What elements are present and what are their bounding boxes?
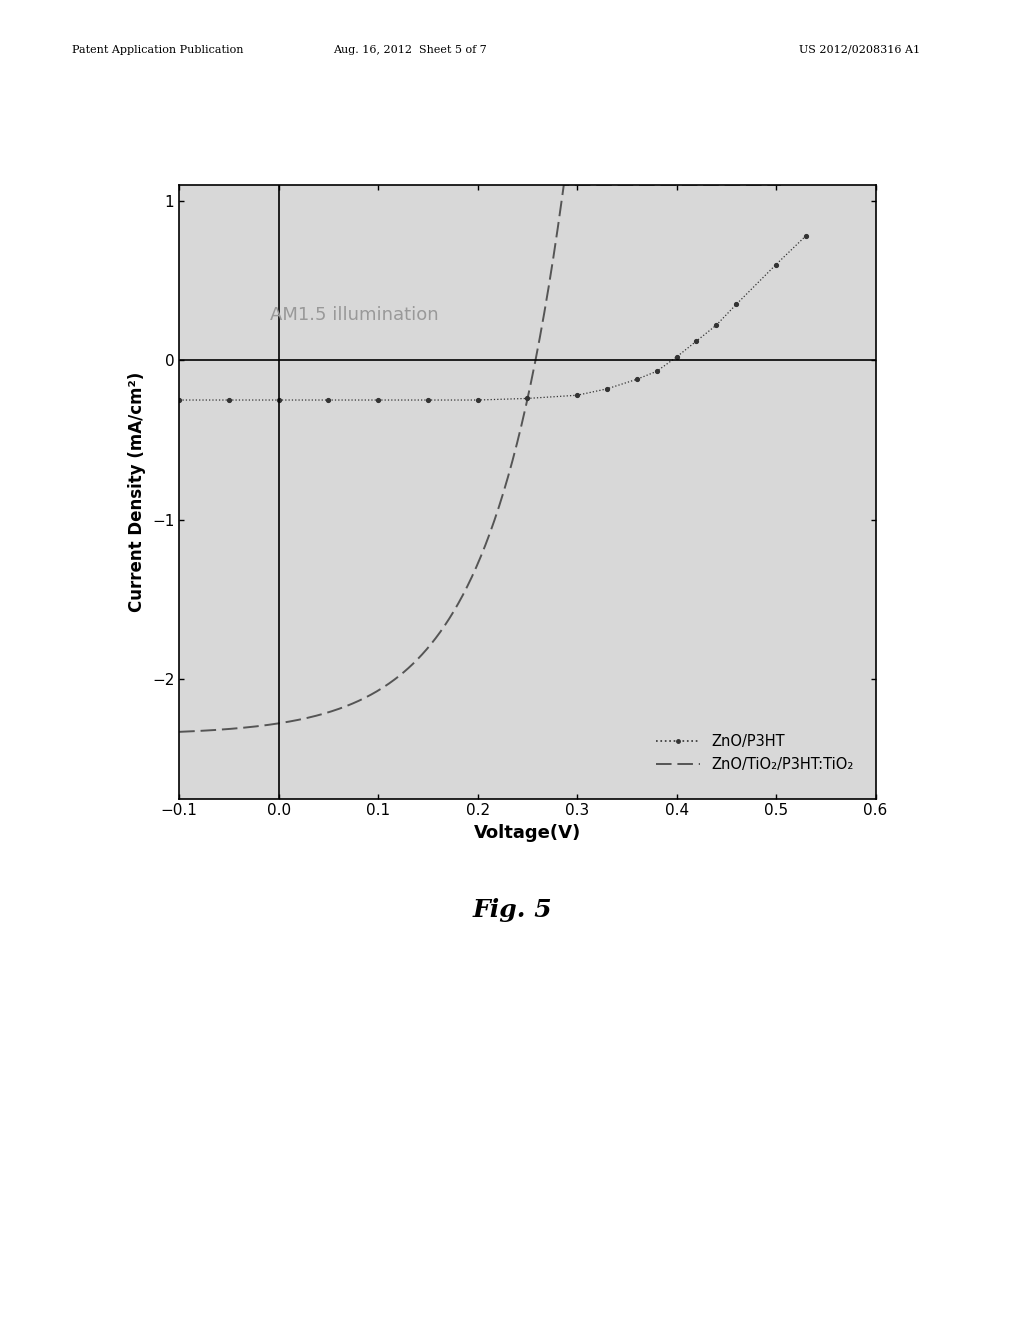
Text: US 2012/0208316 A1: US 2012/0208316 A1 (799, 45, 920, 55)
Text: AM1.5 illumination: AM1.5 illumination (269, 306, 438, 323)
Text: Patent Application Publication: Patent Application Publication (72, 45, 243, 55)
Y-axis label: Current Density (mA/cm²): Current Density (mA/cm²) (128, 371, 146, 612)
Legend: ZnO/P3HT, ZnO/TiO₂/P3HT:TiO₂: ZnO/P3HT, ZnO/TiO₂/P3HT:TiO₂ (649, 727, 861, 779)
X-axis label: Voltage(V): Voltage(V) (474, 824, 581, 842)
Text: Fig. 5: Fig. 5 (472, 899, 552, 923)
Text: Aug. 16, 2012  Sheet 5 of 7: Aug. 16, 2012 Sheet 5 of 7 (333, 45, 486, 55)
